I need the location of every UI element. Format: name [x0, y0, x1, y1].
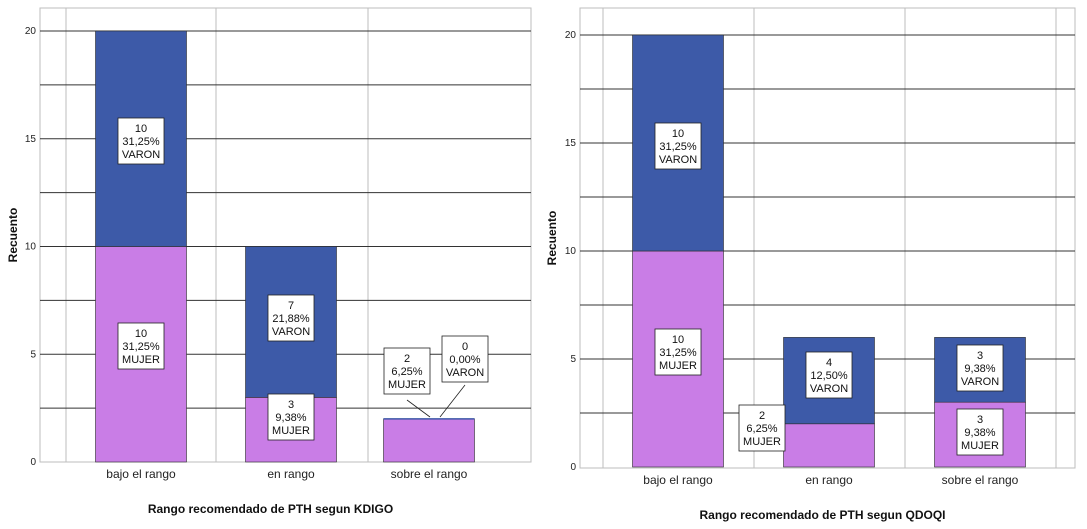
data-label-text: 9,38%: [275, 412, 306, 424]
data-label-box: [117, 322, 165, 370]
x-tick-label: en rango: [805, 473, 853, 487]
data-label-text: 31,25%: [659, 141, 697, 153]
data-label-text: MUJER: [388, 379, 426, 391]
data-label-text: 10: [672, 128, 684, 140]
data-label-varon: 721,88%VARON: [267, 294, 315, 342]
data-label-box: [805, 351, 853, 399]
data-label-mujer: 39,38%MUJER: [267, 393, 315, 441]
data-label-text: 3: [977, 350, 983, 362]
x-tick-label: en rango: [267, 467, 315, 481]
data-label-text: 6,25%: [391, 366, 422, 378]
data-label-text: VARON: [961, 376, 999, 388]
y-tick-label: 5: [30, 349, 36, 360]
data-label-text: 31,25%: [122, 136, 160, 148]
data-label-varon: 412,50%VARON: [805, 351, 853, 399]
x-tick-label: sobre el rango: [391, 467, 468, 481]
data-label-text: VARON: [446, 367, 484, 379]
y-tick-label: 0: [570, 462, 576, 473]
data-label-text: 31,25%: [659, 347, 697, 359]
data-label-box: [956, 408, 1004, 456]
data-label-text: VARON: [810, 383, 848, 395]
data-label-text: 10: [135, 123, 147, 135]
data-label-text: VARON: [272, 326, 310, 338]
data-label-text: MUJER: [122, 354, 160, 366]
label-leader-line: [406, 399, 431, 418]
data-label-text: 9,38%: [964, 363, 995, 375]
y-axis-label: Recuento: [545, 211, 559, 266]
data-label-box: [441, 335, 489, 383]
data-label-text: MUJER: [743, 436, 781, 448]
data-label-mujer: 26,25%MUJER: [738, 404, 786, 452]
data-label-text: 9,38%: [964, 427, 995, 439]
data-label-mujer: 39,38%MUJER: [956, 408, 1004, 456]
data-label-text: MUJER: [961, 440, 999, 452]
x-axis-label: Rango recomendado de PTH segun QDOQI: [699, 508, 945, 522]
y-tick-label: 5: [570, 354, 576, 365]
data-label-text: 10: [672, 334, 684, 346]
data-label-box: [738, 404, 786, 452]
data-label-text: 3: [288, 399, 294, 411]
y-tick-label: 20: [565, 30, 577, 41]
data-label-varon: 39,38%VARON: [956, 344, 1004, 392]
data-label-text: VARON: [659, 154, 697, 166]
y-axis-label: Recuento: [6, 208, 20, 263]
data-label-text: 6,25%: [746, 423, 777, 435]
data-label-box: [654, 328, 702, 376]
data-label-text: 2: [404, 353, 410, 365]
y-tick-label: 15: [25, 134, 37, 145]
data-label-text: 10: [135, 328, 147, 340]
x-tick-label: sobre el rango: [942, 473, 1019, 487]
data-label-box: [654, 122, 702, 170]
bar-mujer: [383, 418, 475, 463]
data-label-text: 7: [288, 300, 294, 312]
data-label-text: 12,50%: [810, 370, 848, 382]
data-label-box: [117, 117, 165, 165]
data-label-text: 4: [826, 357, 832, 369]
bar-mujer: [783, 423, 875, 468]
data-label-box: [267, 393, 315, 441]
data-label-text: 0,00%: [449, 354, 480, 366]
label-leader-line: [439, 384, 466, 418]
chart-2: 0 5 10 15 20 Recuento bajo el rango en rango sob…: [545, 7, 1076, 522]
data-label-text: MUJER: [659, 360, 697, 372]
data-label-text: 3: [977, 414, 983, 426]
x-tick-label: bajo el rango: [643, 473, 713, 487]
data-label-mujer: 26,25%MUJER: [383, 347, 431, 418]
data-label-text: 2: [759, 410, 765, 422]
y-tick-label: 20: [25, 26, 37, 37]
data-label-text: 21,88%: [272, 313, 310, 325]
data-label-box: [267, 294, 315, 342]
data-label-text: 31,25%: [122, 341, 160, 353]
data-label-box: [956, 344, 1004, 392]
data-label-varon: 00,00%VARON: [439, 335, 489, 418]
x-axis-label: Rango recomendado de PTH segun KDIGO: [148, 502, 393, 516]
data-label-text: VARON: [122, 149, 160, 161]
y-tick-label: 15: [565, 138, 577, 149]
x-tick-label: bajo el rango: [106, 467, 176, 481]
data-label-text: MUJER: [272, 425, 310, 437]
y-tick-label: 10: [25, 242, 37, 253]
y-tick-label: 0: [30, 457, 36, 468]
y-tick-label: 10: [565, 246, 577, 257]
data-label-box: [383, 347, 431, 395]
data-label-text: 0: [462, 341, 468, 353]
